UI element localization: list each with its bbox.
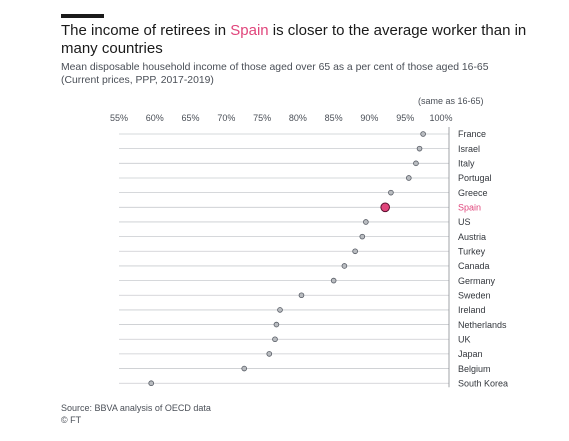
category-label: Greece bbox=[458, 188, 488, 198]
category-label-highlight: Spain bbox=[458, 203, 481, 213]
category-label: Canada bbox=[458, 261, 490, 271]
data-point bbox=[272, 336, 278, 343]
data-point bbox=[352, 248, 358, 255]
data-point bbox=[413, 160, 419, 167]
title-highlight: Spain bbox=[230, 22, 269, 39]
category-label: US bbox=[458, 217, 471, 227]
data-point bbox=[359, 233, 366, 240]
x-tick-label: 75% bbox=[253, 113, 271, 123]
category-label: Sweden bbox=[458, 290, 491, 300]
subtitle-line-1: Mean disposable household income of thos… bbox=[61, 62, 489, 73]
chart-title: The income of retirees in Spain is close… bbox=[61, 22, 527, 57]
data-point bbox=[330, 277, 337, 284]
ft-top-bar bbox=[61, 14, 104, 18]
category-label: Portugal bbox=[458, 173, 492, 183]
data-point-highlight bbox=[380, 202, 390, 213]
x-tick-label: 100% bbox=[429, 113, 452, 123]
category-label: Netherlands bbox=[458, 320, 507, 330]
data-point bbox=[277, 307, 283, 313]
chart-footer: Source: BBVA analysis of OECD data © FT bbox=[61, 402, 211, 426]
source-note: Source: BBVA analysis of OECD data bbox=[61, 403, 211, 413]
category-label: Japan bbox=[458, 349, 483, 359]
x-tick-label: 85% bbox=[325, 113, 343, 123]
category-label: France bbox=[458, 129, 486, 139]
category-label: Germany bbox=[458, 276, 496, 286]
data-point bbox=[341, 263, 348, 269]
category-label: South Korea bbox=[458, 378, 508, 388]
x-tick-label: 60% bbox=[146, 113, 164, 123]
x-tick-label: 90% bbox=[360, 113, 378, 123]
data-point bbox=[405, 175, 412, 181]
data-point bbox=[266, 351, 273, 357]
x-tick-label: 80% bbox=[289, 113, 307, 123]
data-point bbox=[298, 292, 305, 299]
data-point bbox=[363, 219, 369, 225]
category-label: Belgium bbox=[458, 364, 491, 374]
category-label: Italy bbox=[458, 159, 475, 169]
x-tick-label: 70% bbox=[217, 113, 235, 123]
subtitle-line-2: (Current prices, PPP, 2017-2019) bbox=[61, 75, 214, 86]
x-tick-label: 55% bbox=[110, 113, 128, 123]
x-tick-label: 95% bbox=[396, 113, 414, 123]
data-point bbox=[388, 189, 394, 196]
category-label: Ireland bbox=[458, 305, 486, 315]
unit-note: (same as 16-65) bbox=[418, 96, 484, 106]
category-label: Turkey bbox=[458, 246, 486, 256]
category-label: UK bbox=[458, 334, 471, 344]
data-point bbox=[416, 145, 423, 152]
data-point bbox=[241, 365, 248, 372]
data-point bbox=[420, 131, 426, 137]
x-tick-label: 65% bbox=[182, 113, 200, 123]
chart-subtitle: Mean disposable household income of thos… bbox=[61, 61, 541, 87]
credit-note: © FT bbox=[61, 415, 82, 425]
category-label: Israel bbox=[458, 144, 480, 154]
data-point bbox=[273, 321, 280, 328]
data-point bbox=[148, 380, 155, 387]
category-label: Austria bbox=[458, 232, 486, 242]
